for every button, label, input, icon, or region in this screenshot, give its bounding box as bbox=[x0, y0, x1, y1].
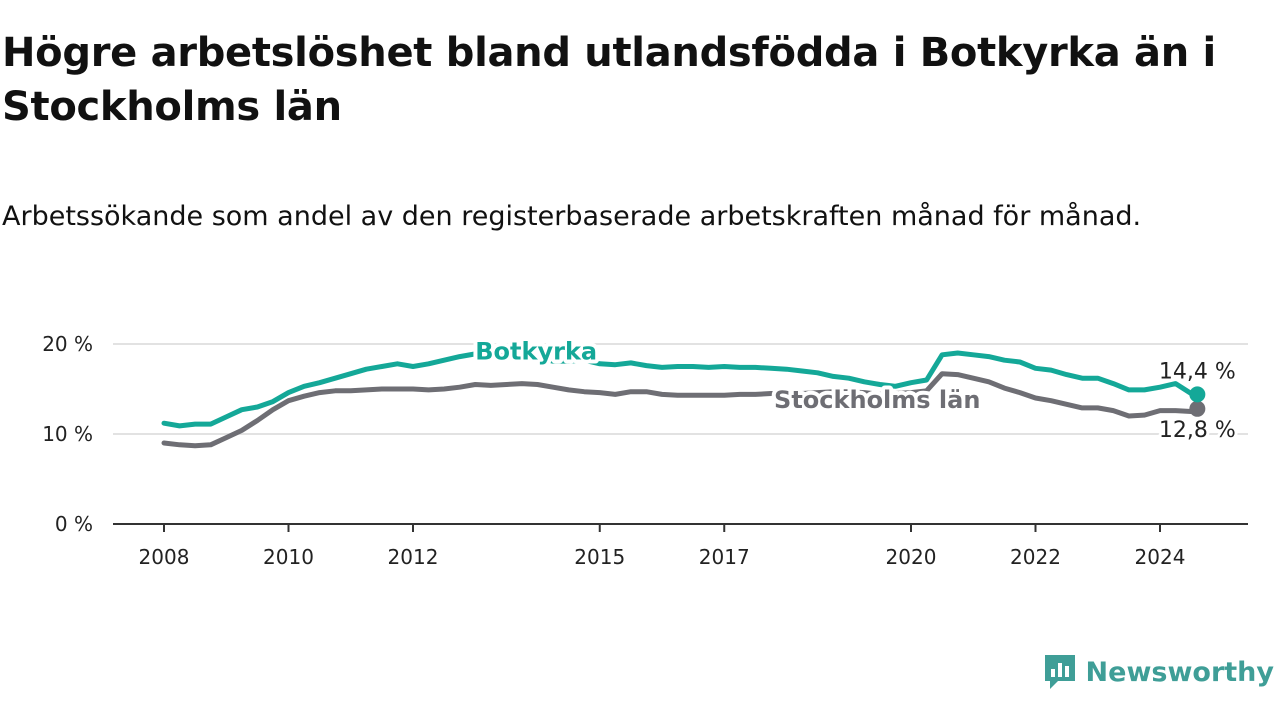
x-tick-label: 2017 bbox=[699, 545, 750, 569]
newsworthy-logo-icon bbox=[1044, 655, 1075, 689]
y-tick-label: 10 % bbox=[42, 422, 93, 446]
x-tick-label: 2020 bbox=[886, 545, 937, 569]
line-chart: 0 % 10 % 20 % 2008 2010 2012 2015 2017 2020 2022 2… bbox=[42, 332, 1248, 569]
brand-name: Newsworthy bbox=[1085, 656, 1274, 688]
series-name-halo-stockholms-län: Stockholms län bbox=[774, 386, 980, 414]
chart-title: Högre arbetslöshet bland utlandsfödda i … bbox=[2, 30, 1216, 130]
x-tick-label: 2022 bbox=[1010, 545, 1061, 569]
series-layer bbox=[161, 350, 1206, 449]
series-endpoint-stockholms-län bbox=[1189, 400, 1206, 417]
grid-layer bbox=[113, 343, 1248, 435]
x-tick-label: 2024 bbox=[1135, 545, 1186, 569]
series-endpoint-botkyrka bbox=[1189, 386, 1206, 403]
end-value-halo-stockholms-län: 12,8 % bbox=[1159, 418, 1236, 443]
x-tick-label: 2010 bbox=[263, 545, 314, 569]
end-value-halo-botkyrka: 14,4 % bbox=[1159, 359, 1236, 384]
series-line-stockholms-län bbox=[161, 371, 1200, 449]
series-line-botkyrka bbox=[161, 350, 1200, 429]
y-tick-label: 20 % bbox=[42, 332, 93, 356]
x-tick-label: 2012 bbox=[388, 545, 439, 569]
newsworthy-logo: Newsworthy bbox=[1042, 652, 1274, 692]
series-name-halo-botkyrka: Botkyrka bbox=[475, 337, 597, 365]
axis-layer: 0 % 10 % 20 % 2008 2010 2012 2015 2017 2020 2022 2… bbox=[42, 332, 1248, 569]
y-tick-label: 0 % bbox=[55, 512, 93, 536]
x-tick-label: 2008 bbox=[139, 545, 190, 569]
series-name-label-botkyrka: Botkyrka bbox=[475, 337, 597, 365]
end-value-label-stockholms-län: 12,8 % bbox=[1159, 418, 1236, 443]
x-tick-label: 2015 bbox=[574, 545, 625, 569]
series-name-label-stockholms-län: Stockholms län bbox=[774, 386, 980, 414]
chart-subtitle: Arbetssökande som andel av den registerb… bbox=[2, 201, 1142, 232]
end-value-label-botkyrka: 14,4 % bbox=[1159, 359, 1236, 384]
